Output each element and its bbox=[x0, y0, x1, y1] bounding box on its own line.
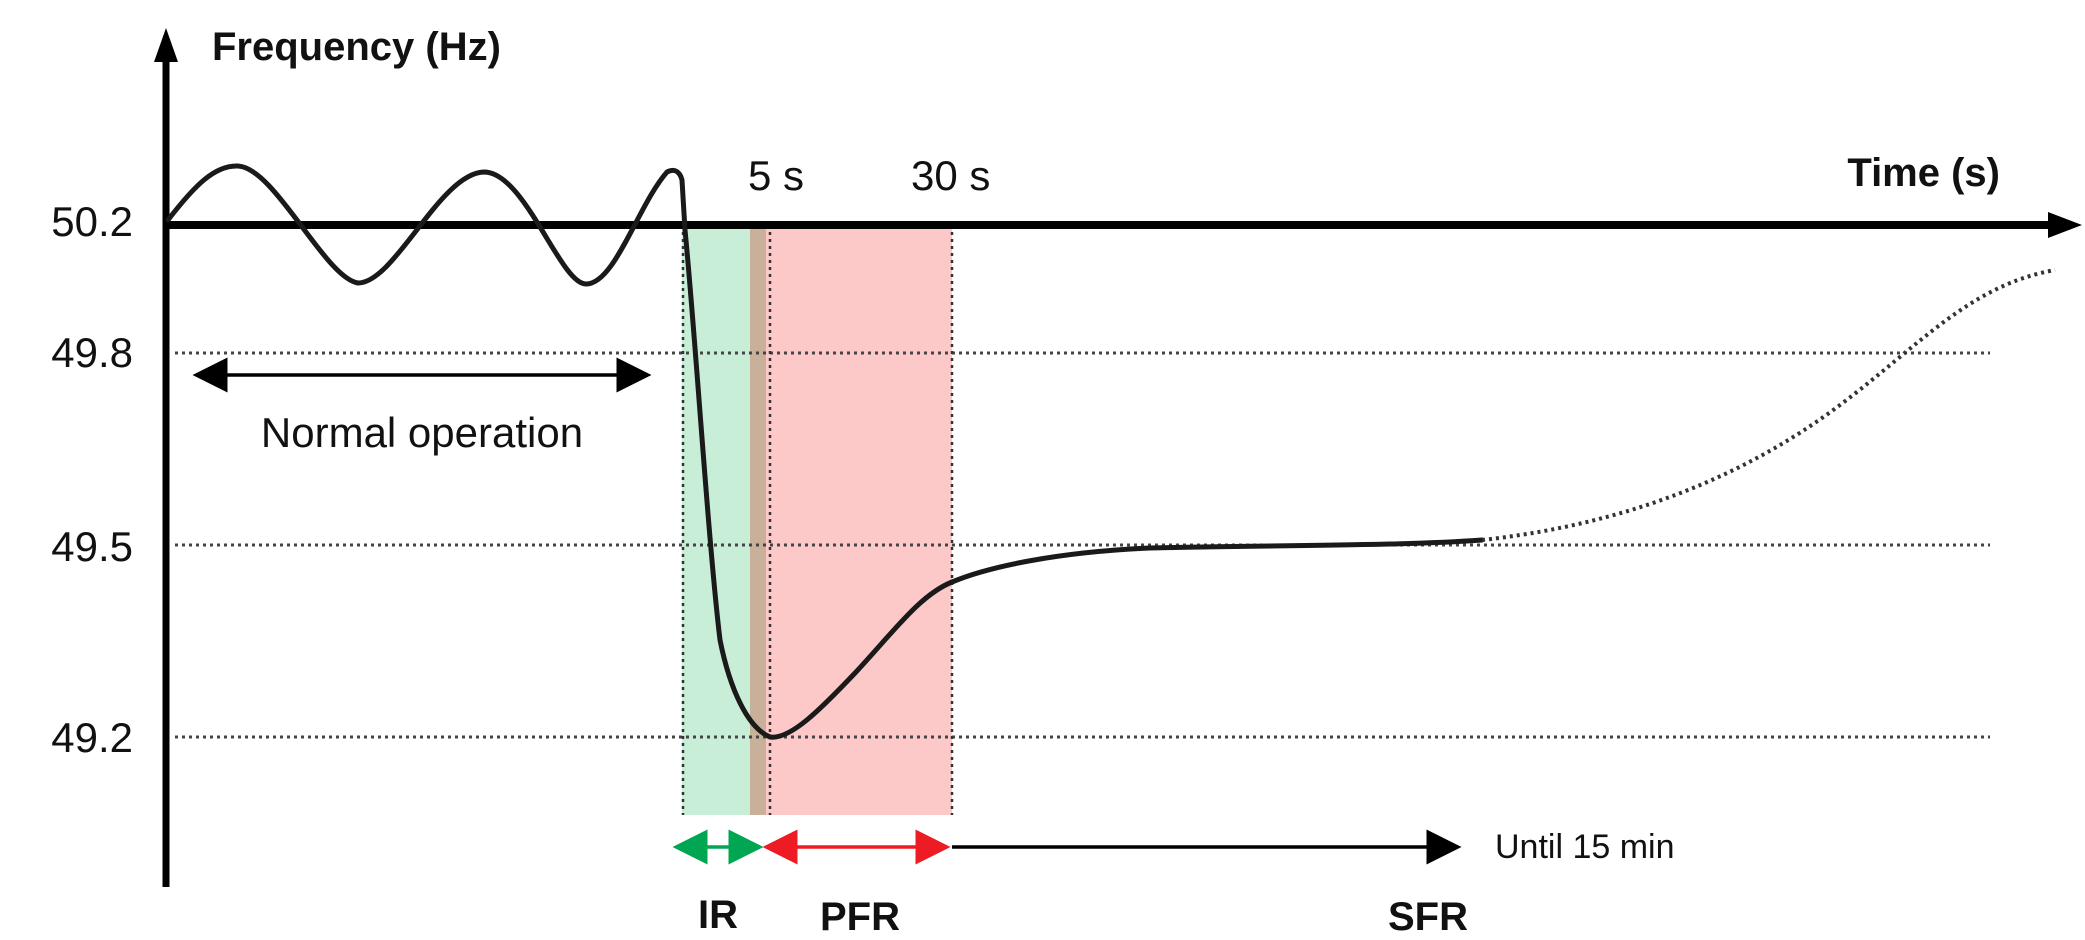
y-tick-49-2: 49.2 bbox=[51, 714, 133, 761]
pfr-band bbox=[765, 225, 952, 815]
recovery-curve bbox=[1481, 268, 2056, 542]
overlap-band bbox=[750, 225, 766, 815]
until-label: Until 15 min bbox=[1495, 828, 1675, 866]
phase-label-pfr: PFR bbox=[820, 895, 900, 939]
y-axis-title: Frequency (Hz) bbox=[212, 25, 501, 69]
phase-label-sfr: SFR bbox=[1388, 895, 1468, 939]
frequency-curve bbox=[165, 163, 1485, 740]
time-marker-5s: 5 s bbox=[748, 152, 804, 199]
y-tick-49-8: 49.8 bbox=[51, 329, 133, 376]
x-axis-title: Time (s) bbox=[1847, 151, 2000, 195]
y-axis-arrowhead bbox=[154, 28, 178, 62]
x-axis-arrowhead bbox=[2048, 212, 2082, 238]
y-tick-49-5: 49.5 bbox=[51, 523, 133, 570]
normal-operation-label: Normal operation bbox=[261, 409, 583, 456]
phase-label-ir: IR bbox=[698, 893, 738, 937]
time-marker-30s: 30 s bbox=[911, 152, 990, 199]
y-tick-50-2: 50.2 bbox=[51, 198, 133, 245]
